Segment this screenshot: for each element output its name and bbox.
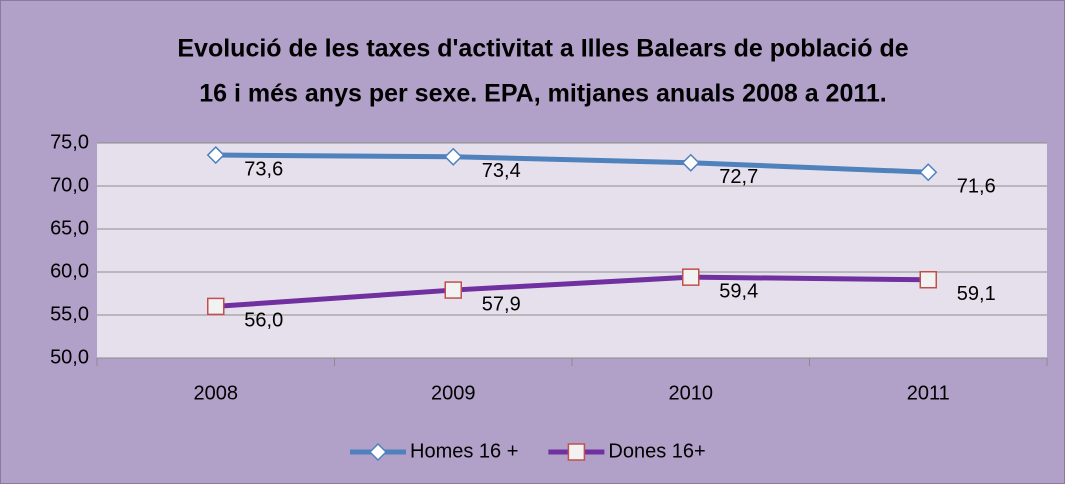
data-label: 56,0	[244, 310, 283, 332]
plot-area	[97, 143, 1047, 358]
data-label: 71,6	[957, 176, 996, 198]
y-tick-label: 50,0	[50, 346, 89, 368]
chart-title: 16 i més anys per sexe. EPA, mitjanes an…	[199, 80, 886, 108]
data-point	[681, 153, 700, 172]
chart-title: Evolució de les taxes d'activitat a Ille…	[177, 35, 908, 63]
y-tick-label: 75,0	[50, 131, 89, 153]
y-tick-label: 70,0	[50, 174, 89, 196]
series-line	[215, 152, 929, 175]
x-tick-label: 2011	[907, 382, 950, 404]
data-label: 59,1	[957, 283, 996, 305]
data-point	[919, 163, 938, 182]
data-point	[682, 268, 700, 286]
data-label: 59,4	[719, 280, 758, 302]
legend-label: Homes 16 +	[410, 440, 518, 462]
legend-label: Dones 16+	[608, 440, 705, 462]
series-line	[215, 274, 929, 309]
data-label: 72,7	[719, 166, 758, 188]
data-point	[444, 281, 462, 299]
data-point	[207, 297, 225, 316]
x-tick-label: 2008	[194, 382, 239, 404]
legend-marker	[567, 443, 586, 461]
data-label: 57,9	[482, 293, 521, 315]
y-tick-label: 65,0	[50, 217, 89, 239]
legend-marker	[368, 442, 388, 462]
data-point	[206, 145, 225, 165]
x-tick-label: 2010	[669, 382, 714, 404]
y-tick-label: 55,0	[50, 303, 89, 325]
data-point	[919, 270, 937, 289]
data-label: 73,6	[244, 158, 283, 180]
data-point	[444, 147, 463, 166]
data-label: 73,4	[482, 160, 521, 182]
x-tick-label: 2009	[431, 382, 476, 404]
y-tick-label: 60,0	[50, 260, 89, 282]
